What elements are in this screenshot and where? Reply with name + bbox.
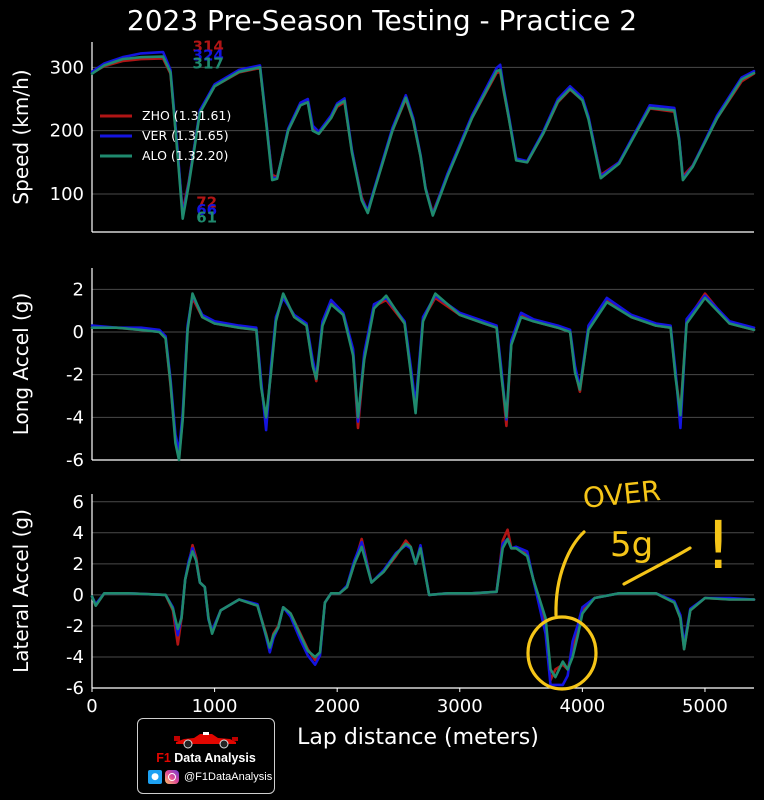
data-label: 314 bbox=[193, 38, 224, 56]
y-tick-label: 4 bbox=[73, 523, 84, 544]
x-axis-label: Lap distance (meters) bbox=[297, 725, 539, 750]
x-tick-label: 5000 bbox=[682, 696, 728, 717]
y-axis-label: Lateral Accel (g) bbox=[9, 509, 33, 673]
y-tick-label: -4 bbox=[66, 407, 84, 428]
data-label: 317 bbox=[193, 55, 224, 73]
annotation-arrow bbox=[554, 530, 586, 617]
y-tick-label: -6 bbox=[66, 678, 84, 699]
handwritten-text: 5g bbox=[610, 525, 653, 565]
legend-label: ZHO (1.31.61) bbox=[142, 108, 231, 123]
x-tick-label: 3000 bbox=[437, 696, 483, 717]
logo-brand-text: Data Analysis bbox=[174, 751, 256, 765]
series-line-alo bbox=[90, 537, 756, 679]
twitter-icon: ● bbox=[148, 770, 162, 784]
logo-brand-prefix: F1 bbox=[156, 751, 171, 765]
instagram-icon bbox=[165, 770, 179, 784]
y-tick-label: -4 bbox=[66, 647, 84, 668]
y-tick-label: -2 bbox=[66, 616, 84, 637]
series-line-alo bbox=[90, 55, 756, 220]
y-tick-label: -6 bbox=[66, 450, 84, 471]
data-label: 324 bbox=[193, 46, 224, 64]
y-tick-label: 2 bbox=[73, 279, 84, 300]
y-axis-label: Speed (km/h) bbox=[9, 69, 33, 204]
chart-title: 2023 Pre-Season Testing - Practice 2 bbox=[126, 4, 638, 37]
annotation-circle bbox=[526, 615, 598, 691]
data-label: 66 bbox=[196, 201, 217, 219]
race-car-icon bbox=[174, 732, 238, 749]
handwritten-text: OVER bbox=[581, 474, 662, 515]
y-tick-label: 6 bbox=[73, 492, 84, 513]
series-line-alo bbox=[90, 292, 756, 462]
y-tick-label: -2 bbox=[66, 365, 84, 386]
data-label: 61 bbox=[196, 209, 217, 227]
handwritten-text: ! bbox=[705, 507, 731, 584]
logo-brand-name: F1 Data Analysis bbox=[138, 751, 274, 765]
y-tick-label: 2 bbox=[73, 554, 84, 575]
logo-handle: @F1DataAnalysis bbox=[184, 771, 273, 783]
y-tick-label: 0 bbox=[73, 322, 84, 343]
y-axis-label: Long Accel (g) bbox=[9, 293, 33, 436]
x-tick-label: 2000 bbox=[314, 696, 360, 717]
logo-social-row: ● @F1DataAnalysis bbox=[148, 769, 272, 785]
data-label: 72 bbox=[196, 193, 217, 211]
x-tick-label: 0 bbox=[86, 696, 97, 717]
x-tick-label: 1000 bbox=[192, 696, 238, 717]
y-tick-label: 200 bbox=[50, 121, 84, 142]
y-tick-label: 100 bbox=[50, 184, 84, 205]
y-tick-label: 300 bbox=[50, 57, 84, 78]
y-tick-label: 0 bbox=[73, 585, 84, 606]
annotation-stroke bbox=[622, 546, 692, 586]
x-tick-label: 4000 bbox=[559, 696, 605, 717]
f1-data-analysis-logo: F1 Data Analysis ● @F1DataAnalysis bbox=[137, 718, 275, 794]
legend-label: ALO (1.32.20) bbox=[142, 148, 228, 163]
legend-label: VER (1.31.65) bbox=[142, 128, 229, 143]
